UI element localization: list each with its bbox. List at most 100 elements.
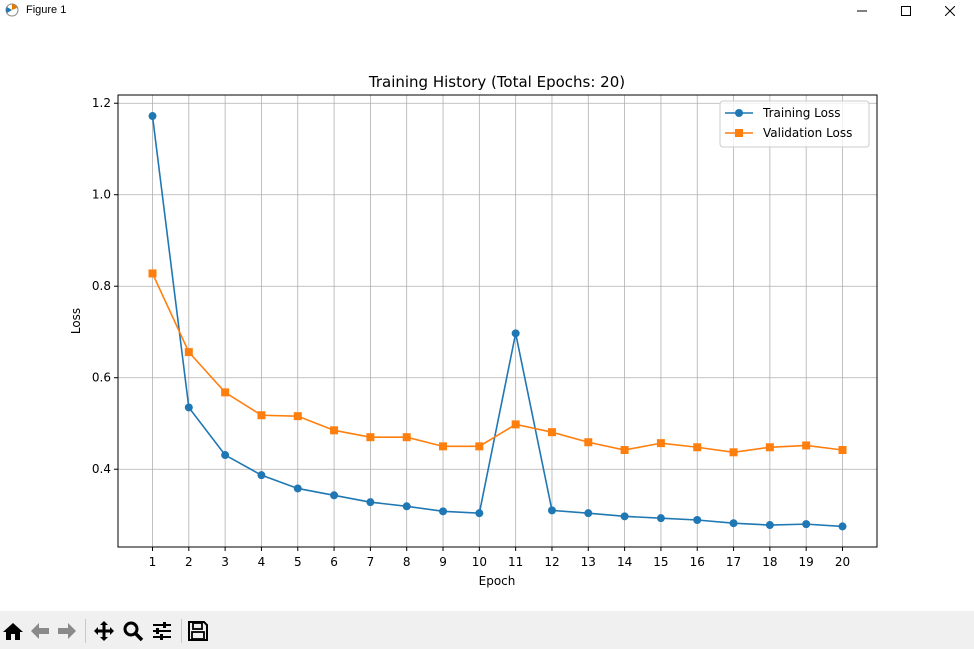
navigation-toolbar [0, 611, 974, 649]
ticks: 1 2 3 4 5 6 7 8 9 10 11 12 13 14 15 16 17 18 19 200.40.60.8… [92, 96, 850, 569]
x-tick-label: 8 [403, 555, 411, 569]
data-point [693, 443, 702, 452]
data-point [184, 348, 193, 357]
series-line [151, 273, 843, 454]
configure-subplots-button[interactable] [150, 619, 174, 643]
data-point [838, 522, 847, 531]
x-tick-label: 15 [653, 555, 668, 569]
data-point [366, 498, 375, 507]
back-arrow-icon [31, 623, 49, 639]
y-tick-label: 1.0 [92, 188, 111, 202]
data-point [402, 433, 411, 442]
data-point [293, 484, 302, 493]
data-point [184, 403, 193, 412]
data-point [620, 446, 629, 455]
data-point [439, 442, 448, 451]
data-point [257, 471, 266, 480]
data-point [693, 516, 702, 525]
zoom-icon [123, 621, 144, 642]
data-point [729, 448, 738, 457]
data-point [547, 506, 556, 515]
x-tick-label: 16 [690, 555, 705, 569]
data-point [402, 502, 411, 511]
close-icon [945, 6, 955, 16]
data-point [802, 520, 811, 529]
data-point [148, 269, 157, 278]
series-validation-loss [148, 269, 847, 457]
maximize-icon [901, 6, 911, 16]
x-tick-label: 10 [472, 555, 487, 569]
grid-lines [118, 95, 877, 547]
zoom-button[interactable] [121, 619, 145, 643]
x-tick-label: 17 [726, 555, 741, 569]
data-point [475, 509, 484, 518]
x-tick-label: 20 [835, 555, 850, 569]
minimize-icon [857, 10, 867, 12]
pan-button[interactable] [92, 619, 116, 643]
close-button[interactable] [928, 0, 972, 22]
y-tick-label: 0.4 [92, 462, 111, 476]
x-tick-label: 4 [258, 555, 266, 569]
x-axis-label: Epoch [479, 574, 516, 588]
data-point [547, 428, 556, 437]
data-point [838, 446, 847, 455]
pan-icon [94, 621, 114, 641]
save-icon [188, 621, 208, 641]
data-point [584, 509, 593, 518]
chart-title: Training History (Total Epochs: 20) [368, 73, 625, 91]
save-button[interactable] [186, 619, 210, 643]
window-titlebar: Figure 1 [0, 0, 974, 22]
legend-label: Validation Loss [763, 126, 852, 140]
x-tick-label: 2 [185, 555, 193, 569]
legend-marker [735, 109, 743, 117]
data-point [257, 411, 266, 420]
x-tick-label: 19 [799, 555, 814, 569]
x-tick-label: 9 [439, 555, 447, 569]
x-tick-label: 12 [544, 555, 559, 569]
series-training-loss [148, 112, 847, 531]
toolbar-separator [85, 619, 86, 643]
legend-marker [735, 129, 743, 137]
data-point [366, 433, 375, 442]
y-tick-label: 0.8 [92, 279, 111, 293]
data-point [330, 491, 339, 500]
x-tick-label: 6 [330, 555, 338, 569]
data-point [293, 412, 302, 421]
y-tick-label: 0.6 [92, 371, 111, 385]
maximize-button[interactable] [884, 0, 928, 22]
y-tick-label: 1.2 [92, 96, 111, 110]
data-point [330, 426, 339, 435]
data-point [656, 514, 665, 523]
data-point [802, 441, 811, 450]
configure-subplots-icon [153, 622, 171, 640]
data-point [148, 112, 157, 121]
data-point [656, 439, 665, 448]
data-point [511, 420, 520, 429]
back-button[interactable] [28, 619, 52, 643]
data-point [584, 438, 593, 447]
x-tick-label: 11 [508, 555, 523, 569]
legend-item: Training Loss [725, 106, 840, 120]
window-title: Figure 1 [26, 4, 67, 16]
toolbar-separator [181, 619, 182, 643]
y-axis-label: Loss [69, 308, 83, 334]
data-point [475, 442, 484, 451]
x-tick-label: 14 [617, 555, 632, 569]
matplotlib-app-icon [5, 3, 19, 17]
x-tick-label: 7 [367, 555, 375, 569]
forward-button[interactable] [55, 619, 79, 643]
home-button[interactable] [1, 619, 25, 643]
data-point [221, 451, 230, 460]
legend-label: Training Loss [762, 106, 840, 120]
data-point [765, 521, 774, 530]
axes-frame [117, 94, 878, 548]
x-tick-label: 13 [581, 555, 596, 569]
data-point [221, 388, 230, 397]
data-point [439, 507, 448, 516]
series-layer [148, 112, 847, 531]
legend: Training Loss Validation Loss [719, 100, 870, 148]
legend-item: Validation Loss [725, 126, 852, 140]
minimize-button[interactable] [840, 0, 884, 22]
home-icon [3, 623, 23, 640]
